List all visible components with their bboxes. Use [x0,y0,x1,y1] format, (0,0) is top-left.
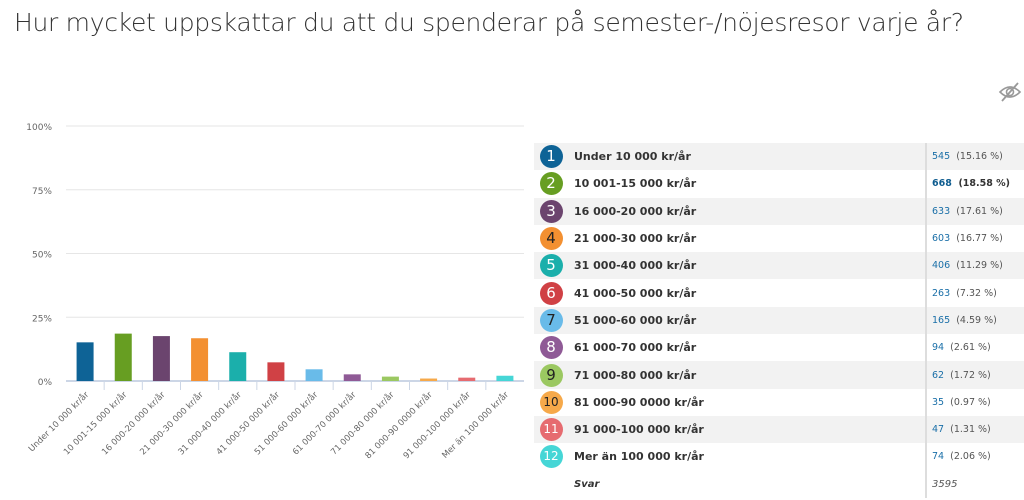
table-row: 6 41 000-50 000 kr/år 263 (7.32 %) [534,279,1024,307]
option-percent: (2.61 %) [950,342,991,354]
option-percent: (1.72 %) [950,369,991,381]
option-number-badge: 4 [539,227,563,251]
x-tick-label: 81 000-90 0000 kr/år [363,389,435,461]
option-number-badge: 5 [539,254,563,278]
option-percent: (7.32 %) [956,287,997,299]
option-percent: (17.61 %) [956,205,1003,217]
x-tick-label: 61 000-70 000 kr/år [290,389,358,457]
option-number-badge: 11 [539,418,563,442]
x-tick-label: 51 000-60 000 kr/år [252,389,320,457]
option-count[interactable]: 545 [932,151,951,163]
option-count[interactable]: 74 [932,451,945,463]
bar[interactable] [381,376,399,381]
option-percent: (0.97 %) [950,396,991,408]
bar[interactable] [458,377,476,381]
option-number-badge: 12 [539,445,563,469]
bar[interactable] [496,375,514,381]
option-label: 41 000-50 000 kr/år [574,286,697,300]
table-row: 4 21 000-30 000 kr/år 603 (16.77 %) [534,224,1024,253]
option-percent: (16.77 %) [956,233,1003,245]
x-tick-label: 21 000-30 000 kr/år [138,389,206,457]
option-label: Mer än 100 000 kr/år [574,450,704,464]
table-row: 8 61 000-70 000 kr/år 94 (2.61 %) [534,334,1024,362]
table-row: 3 16 000-20 000 kr/år 633 (17.61 %) [534,197,1024,225]
results-table: 1 Under 10 000 kr/år 545 (15.16 %) 2 10 0… [534,143,1024,498]
table-row: 7 51 000-60 000 kr/år 165 (4.59 %) [534,306,1024,335]
table-row: 5 31 000-40 000 kr/år 406 (11.29 %) [534,252,1024,280]
option-label: 71 000-80 000 kr/år [574,368,697,382]
x-tick-label: 31 000-40 000 kr/år [176,389,244,457]
option-count[interactable]: 633 [932,205,951,217]
table-row: 10 81 000-90 0000 kr/år 35 (0.97 %) [534,388,1024,416]
option-number-badge: 2 [539,172,563,196]
total-count: 3595 [925,470,1024,498]
option-label: Under 10 000 kr/år [574,150,691,164]
option-count[interactable]: 263 [932,287,951,299]
x-tick-label: 71 000-80 000 kr/år [328,389,396,457]
option-number-badge: 8 [539,336,563,360]
table-row: 1 Under 10 000 kr/år 545 (15.16 %) [534,143,1024,171]
total-label: Svar [574,478,600,490]
option-label: 61 000-70 000 kr/år [574,341,697,355]
option-label: 16 000-20 000 kr/år [574,204,697,218]
option-count[interactable]: 165 [932,314,951,326]
option-count[interactable]: 62 [932,369,945,381]
table-row: 9 71 000-80 000 kr/år 62 (1.72 %) [534,361,1024,389]
bar[interactable] [152,336,170,381]
option-percent: (18.58 %) [958,178,1011,190]
option-number-badge: 6 [539,281,563,305]
table-row: 11 91 000-100 000 kr/år 47 (1.31 %) [534,415,1024,444]
y-tick-label: 25% [32,314,52,324]
y-tick-label: 75% [32,187,52,197]
option-percent: (15.16 %) [956,151,1003,163]
bar[interactable] [267,362,285,381]
x-tick-label: 91 000-100 000 kr/år [401,389,473,461]
option-number-badge: 9 [539,363,563,387]
y-tick-label: 100% [26,123,52,133]
total-row: Svar 3595 [534,470,1024,498]
bar[interactable] [76,342,94,381]
y-tick-label: 50% [32,251,52,261]
x-tick-label: 41 000-50 000 kr/år [214,389,282,457]
x-tick-label: 10 001-15 000 kr/år [61,389,129,457]
option-number-badge: 3 [539,199,563,223]
option-label: 81 000-90 0000 kr/år [574,395,704,409]
table-row: 2 10 001-15 000 kr/år 668 (18.58 %) [534,170,1024,198]
option-label: 31 000-40 000 kr/år [574,259,697,273]
eye-slash-icon[interactable] [998,80,1022,104]
option-count[interactable]: 603 [932,233,951,245]
option-label: 91 000-100 000 kr/år [574,423,704,437]
x-tick-label: Mer än 100 000 kr/år [440,389,512,461]
table-row: 12 Mer än 100 000 kr/år 74 (2.06 %) [534,443,1024,471]
option-percent: (4.59 %) [956,314,997,326]
option-count[interactable]: 35 [932,396,945,408]
option-label: 21 000-30 000 kr/år [574,232,697,246]
option-percent: (1.31 %) [950,424,991,436]
option-count[interactable]: 406 [932,260,951,272]
option-number-badge: 1 [539,145,563,169]
bar[interactable] [420,378,438,381]
option-count[interactable]: 94 [932,342,945,354]
bar[interactable] [114,333,132,381]
option-percent: (2.06 %) [950,451,991,463]
option-number-badge: 10 [539,390,563,414]
bar[interactable] [305,369,323,381]
y-tick-label: 0% [38,378,53,388]
question-title: Hur mycket uppskattar du att du spendera… [14,8,964,37]
bar[interactable] [229,352,247,381]
bar[interactable] [191,338,209,381]
option-label: 10 001-15 000 kr/år [574,177,697,191]
option-label: 51 000-60 000 kr/år [574,313,697,327]
option-count[interactable]: 47 [932,424,945,436]
option-count[interactable]: 668 [932,178,952,190]
option-percent: (11.29 %) [956,260,1003,272]
x-tick-label: 16 000-20 000 kr/år [99,389,167,457]
option-number-badge: 7 [539,308,563,332]
bar[interactable] [343,374,361,381]
